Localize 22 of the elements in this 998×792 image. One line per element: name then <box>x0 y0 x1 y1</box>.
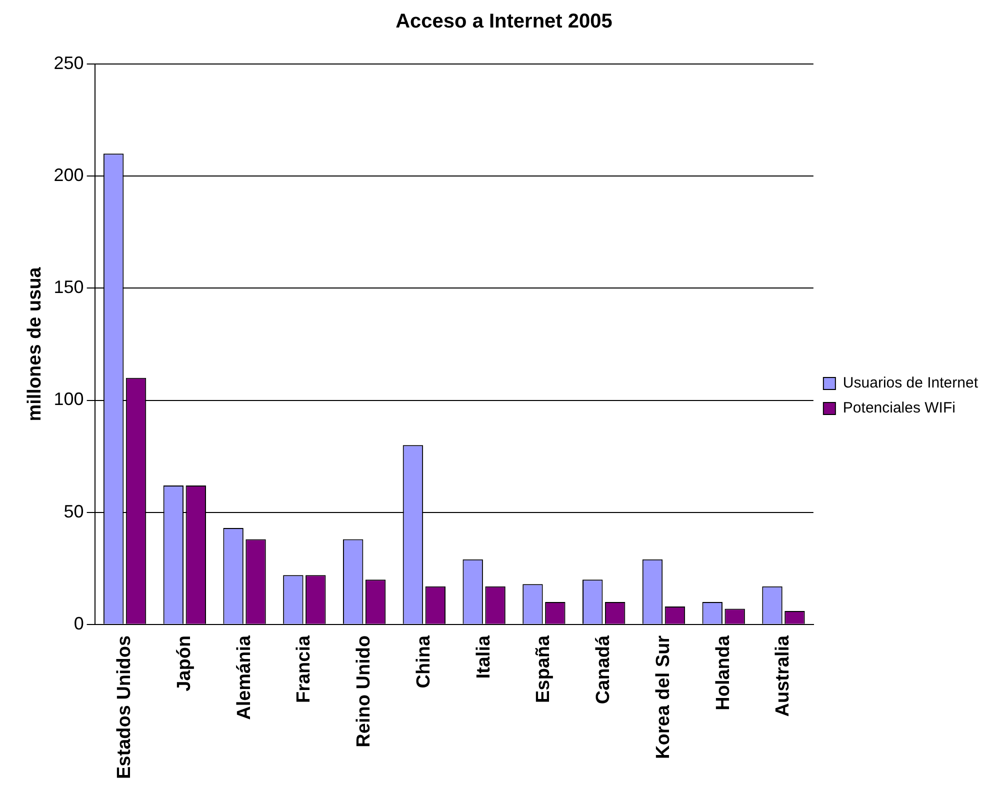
legend-label: Usuarios de Internet <box>842 374 979 392</box>
x-tick-label: Korea del Sur <box>652 634 674 759</box>
y-axis-title: millones de usua <box>24 266 46 422</box>
x-tick-label: Canadá <box>593 635 614 704</box>
x-tick-label: China <box>413 634 434 688</box>
x-tick-label: Italia <box>473 635 494 679</box>
chart-title: Acceso a Internet 2005 <box>396 10 612 33</box>
x-tick-label: Holanda <box>712 634 734 710</box>
x-tick-label: Australia <box>772 634 794 717</box>
x-tick-label: Estados Unidos <box>114 635 136 779</box>
y-tick-label: 100 <box>54 389 84 410</box>
y-tick-label: 50 <box>64 501 84 522</box>
x-tick-label: Francia <box>294 635 315 704</box>
legend-label: Potenciales WIFi <box>842 400 956 417</box>
y-tick-label: 0 <box>74 613 84 634</box>
x-tick-label: España <box>533 635 554 704</box>
y-tick-label: 200 <box>54 165 84 186</box>
y-tick-label: 150 <box>54 277 84 298</box>
x-tick-label: Alemánia <box>234 634 255 720</box>
x-tick-label: Reino Unido <box>354 635 375 748</box>
y-tick-label: 250 <box>54 52 84 73</box>
x-tick-label: Japón <box>174 635 195 692</box>
